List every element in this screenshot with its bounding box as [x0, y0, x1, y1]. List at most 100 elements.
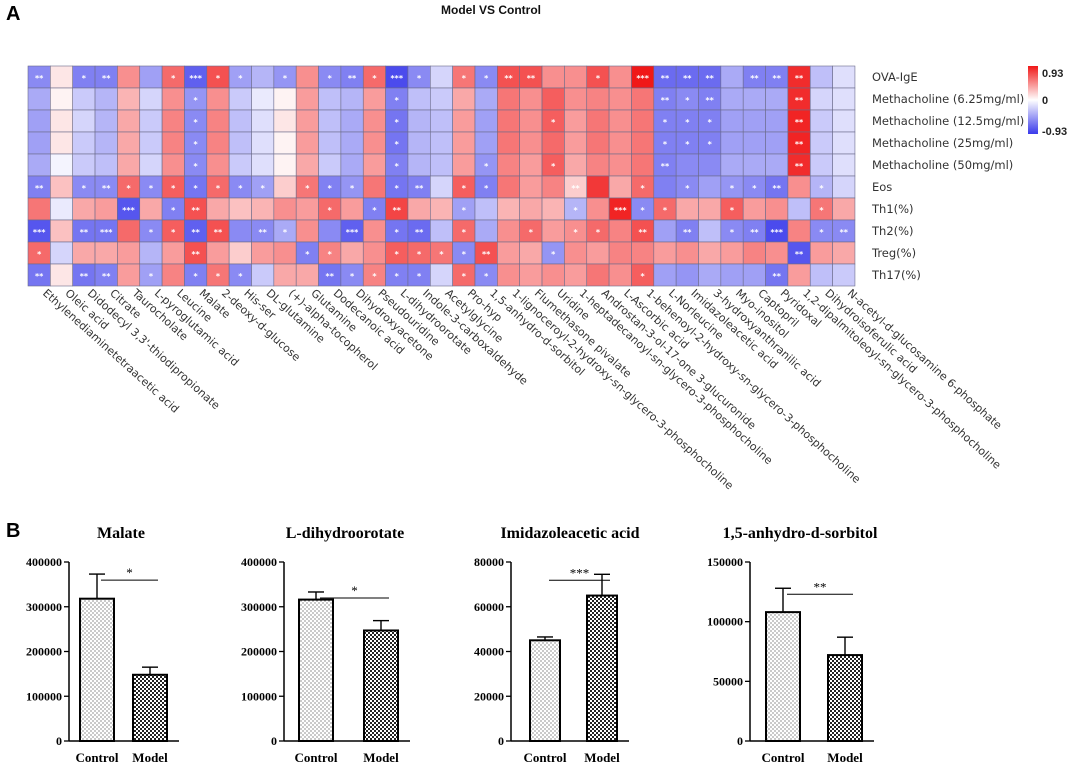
- significance-mark: **: [35, 272, 44, 281]
- heatmap-cell: [474, 131, 498, 155]
- significance-mark: *: [283, 74, 288, 83]
- significance-mark: **: [683, 74, 692, 83]
- y-tick-label: 400000: [241, 555, 277, 569]
- heatmap-cell: [742, 197, 766, 221]
- heatmap-row-label: Methacholine (12.5mg/ml): [872, 114, 1024, 128]
- heatmap-cell: [206, 241, 230, 265]
- heatmap-cell: [832, 175, 856, 199]
- heatmap-cell: [228, 197, 252, 221]
- heatmap-column-label: N-acetyl-d-glucosamine 6-phosphate: [845, 287, 1005, 433]
- significance-mark: **: [795, 74, 804, 83]
- heatmap-cell: [586, 109, 610, 133]
- significance-mark: *: [395, 140, 400, 149]
- significance-mark: **: [504, 74, 513, 83]
- heatmap-cell: [497, 263, 521, 287]
- heatmap-cell: [497, 131, 521, 155]
- heatmap-cell: [608, 175, 632, 199]
- heatmap-cell: [765, 109, 789, 133]
- heatmap-cell: [251, 109, 275, 133]
- significance-mark: ***: [614, 206, 627, 215]
- heatmap-cell: [832, 109, 856, 133]
- significance-mark: ***: [33, 228, 46, 237]
- significance-mark: **: [35, 184, 44, 193]
- significance-mark: *: [395, 228, 400, 237]
- bar: [79, 597, 115, 742]
- heatmap-cell: [429, 65, 453, 89]
- heatmap-cell: [94, 197, 118, 221]
- heatmap-cell: [608, 65, 632, 89]
- heatmap-cell: [273, 131, 297, 155]
- significance-mark: *: [596, 74, 601, 83]
- heatmap-cell: [27, 131, 51, 155]
- heatmap-cell: [608, 153, 632, 177]
- heatmap-cell: [50, 197, 73, 221]
- heatmap-cell: [139, 131, 163, 155]
- heatmap-cell: [631, 241, 655, 265]
- heatmap-cell: [251, 65, 275, 89]
- y-tick-label: 100000: [707, 615, 743, 629]
- significance-mark: *: [730, 228, 735, 237]
- heatmap: ** * ** * *** * * * * ** * *** * * * ** ** * *** ** ** ** ** **…: [27, 65, 1024, 492]
- heatmap-cell: [586, 87, 610, 111]
- significance-label: *: [126, 565, 133, 580]
- bar: [363, 629, 399, 743]
- significance-mark: *: [171, 184, 176, 193]
- significance-mark: *: [417, 272, 422, 281]
- heatmap-cell: [273, 263, 297, 287]
- heatmap-cell: [94, 241, 118, 265]
- heatmap-cell: [50, 131, 73, 155]
- heatmap-cell: [139, 153, 163, 177]
- significance-mark: *: [685, 140, 690, 149]
- heatmap-cell: [251, 263, 275, 287]
- heatmap-cell: [653, 241, 677, 265]
- significance-mark: *: [372, 206, 377, 215]
- heatmap-cell: [497, 219, 521, 243]
- heatmap-cell: [295, 87, 319, 111]
- significance-mark: *: [216, 272, 221, 281]
- significance-mark: *: [194, 162, 199, 171]
- heatmap-cell: [519, 263, 543, 287]
- heatmap-cell: [742, 87, 766, 111]
- significance-mark: **: [661, 162, 670, 171]
- significance-mark: **: [393, 206, 402, 215]
- heatmap-cell: [742, 263, 766, 287]
- colorbar-gradient: [1028, 66, 1038, 134]
- heatmap-cell: [117, 65, 141, 89]
- significance-mark: *: [238, 272, 243, 281]
- heatmap-cell: [519, 175, 543, 199]
- bar-chart-title: 1,5-anhydro-d-sorbitol: [723, 525, 878, 542]
- heatmap-cell: [139, 87, 163, 111]
- heatmap-cell: [541, 65, 565, 89]
- y-tick-label: 0: [271, 734, 277, 748]
- heatmap-cell: [228, 241, 252, 265]
- significance-mark: *: [462, 206, 467, 215]
- heatmap-cell: [564, 87, 588, 111]
- heatmap-cell: [72, 109, 96, 133]
- heatmap-cell: [519, 131, 543, 155]
- heatmap-cell: [832, 241, 856, 265]
- heatmap-row-label: OVA-IgE: [872, 70, 918, 84]
- heatmap-cell: [273, 87, 297, 111]
- significance-mark: **: [773, 272, 782, 281]
- heatmap-cell: [50, 87, 73, 111]
- heatmap-cell: [340, 109, 364, 133]
- heatmap-cell: [698, 197, 722, 221]
- significance-mark: *: [395, 272, 400, 281]
- significance-mark: ***: [346, 228, 359, 237]
- significance-mark: *: [37, 250, 42, 259]
- heatmap-cell: [139, 197, 163, 221]
- significance-mark: **: [661, 74, 670, 83]
- x-category-label: Control: [75, 750, 118, 765]
- significance-mark: *: [194, 272, 199, 281]
- bar-chart-3: Imidazoleacetic acid 0 20000 40000 60000 8000…: [474, 525, 640, 765]
- heatmap-cell: [50, 153, 73, 177]
- heatmap-cell: [809, 87, 833, 111]
- heatmap-cell: [206, 109, 230, 133]
- significance-mark: *: [149, 184, 154, 193]
- heatmap-cell: [228, 109, 252, 133]
- significance-mark: *: [641, 272, 646, 281]
- heatmap-cell: [519, 87, 543, 111]
- significance-mark: **: [80, 228, 89, 237]
